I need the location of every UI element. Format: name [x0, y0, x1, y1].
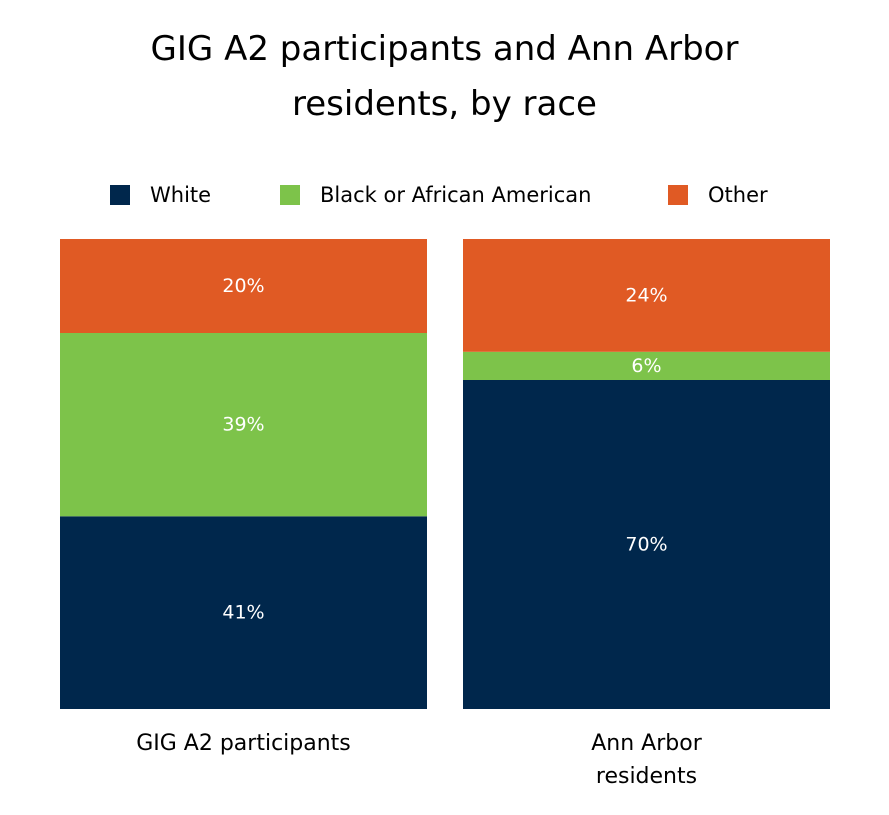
legend-item-other: Other: [668, 178, 768, 212]
bar-segment-black-or-african-american-ann-arbor-residents: [463, 351, 830, 380]
chart-title: GIG A2 participants and Ann Arbor reside…: [150, 29, 739, 124]
bar-segment-other-gig-a2-participants: [60, 239, 427, 333]
legend-swatch-other: [668, 185, 688, 205]
data-label-black-or-african-american-ann-arbor-residents: 6%: [631, 355, 661, 377]
legend-swatch-white: [110, 185, 130, 205]
legend-item-white: White: [110, 178, 211, 212]
bar-segment-white-gig-a2-participants: [60, 516, 427, 709]
data-label-other-gig-a2-participants: 20%: [222, 275, 264, 297]
category-label-ann-arbor-residents: Ann Arbor residents: [591, 731, 702, 789]
legend-label-white: White: [150, 183, 212, 207]
data-label-black-or-african-american-gig-a2-participants: 39%: [222, 414, 264, 436]
legend-swatch-black-or-african-american: [280, 185, 300, 205]
data-label-white-ann-arbor-residents: 70%: [625, 534, 667, 556]
data-label-other-ann-arbor-residents: 24%: [625, 284, 667, 306]
bar-segment-black-or-african-american-gig-a2-participants: [60, 333, 427, 517]
bar-segment-white-ann-arbor-residents: [463, 380, 830, 709]
data-label-white-gig-a2-participants: 41%: [222, 602, 264, 624]
legend: White Black or African American Other: [0, 178, 889, 212]
bar-segment-other-ann-arbor-residents: [463, 239, 830, 352]
legend-label-black-or-african-american: Black or African American: [320, 183, 592, 207]
legend-item-black-or-african-american: Black or African American: [280, 178, 591, 212]
legend-label-other: Other: [708, 183, 768, 207]
category-label-gig-a2-participants: GIG A2 participants: [136, 731, 351, 756]
